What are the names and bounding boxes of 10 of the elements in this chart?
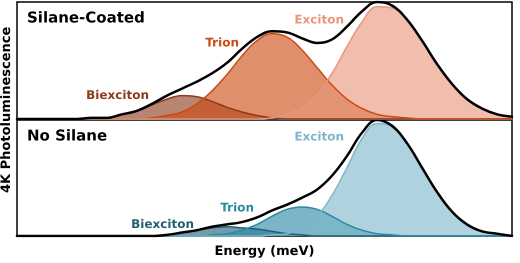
series-label: Biexciton xyxy=(86,88,149,102)
series-label: Biexciton xyxy=(131,217,194,232)
text: No Silane xyxy=(27,126,108,144)
series-label: Trion xyxy=(205,35,239,50)
series-label: Exciton xyxy=(294,129,344,144)
series-label: Exciton xyxy=(294,12,344,27)
y-axis-title: 4K Photoluminescence xyxy=(0,26,15,193)
series-label: Trion xyxy=(220,200,254,214)
x-axis-title: Energy (meV) xyxy=(214,244,314,259)
text: Silane-Coated xyxy=(27,8,145,26)
